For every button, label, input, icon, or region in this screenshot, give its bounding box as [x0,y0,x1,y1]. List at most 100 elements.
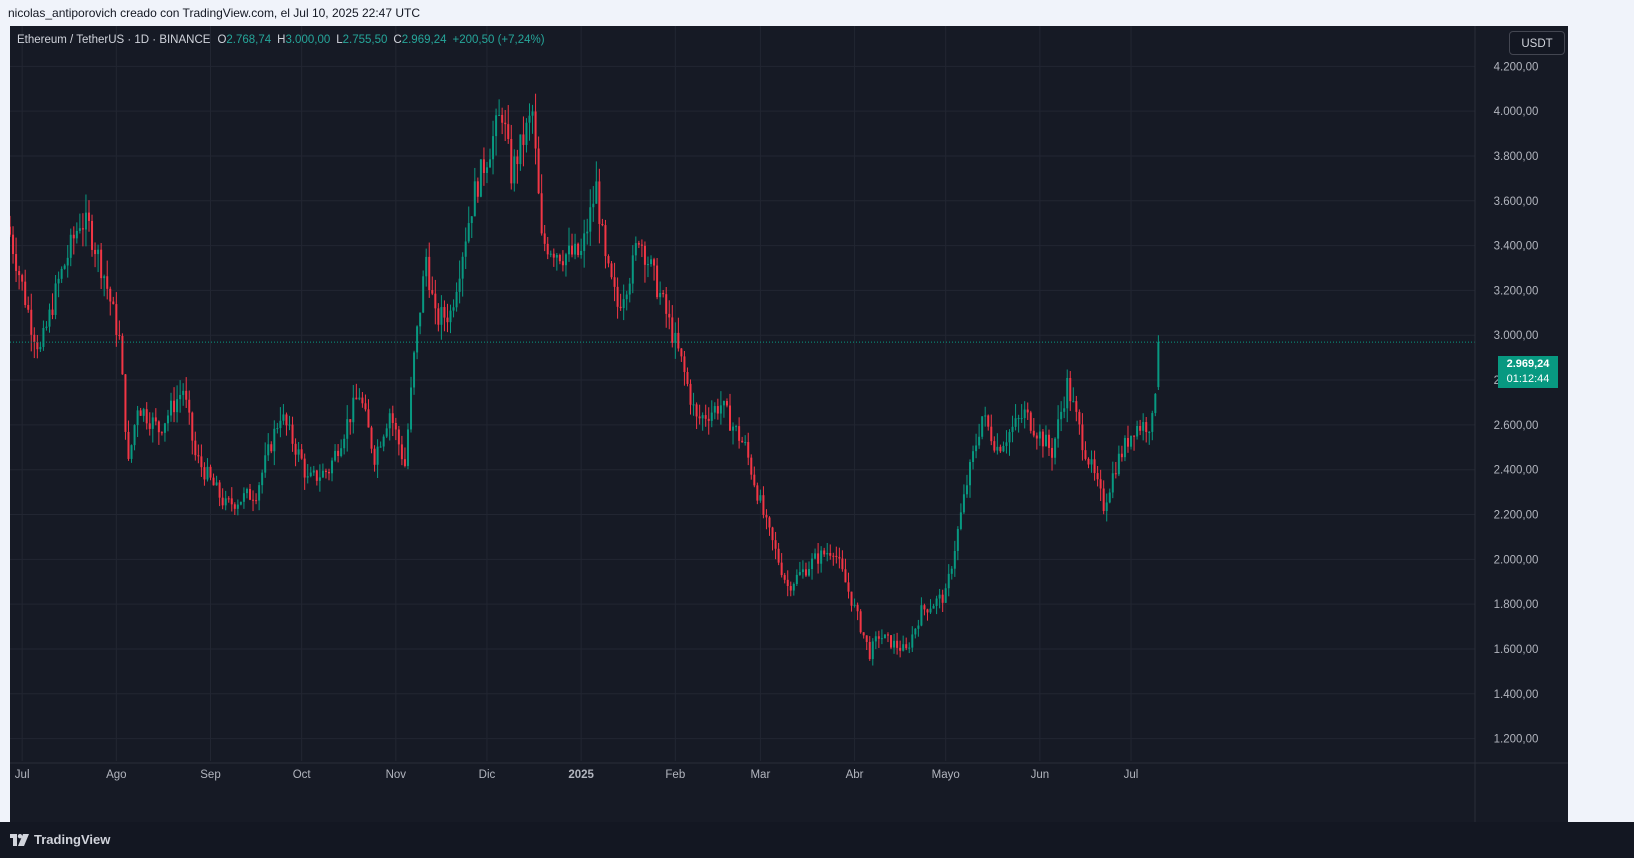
candle-body [601,223,604,226]
time-tick-label: Jul [15,769,30,781]
candle [519,134,522,171]
candle-body [683,356,686,373]
candle [899,640,902,658]
candle [1017,414,1020,433]
symbol-title[interactable]: Ethereum / TetherUS · 1D · BINANCE [17,34,211,46]
candle [549,250,552,258]
candle-body [625,294,628,300]
candle-body [482,159,485,173]
candle-body [1008,432,1011,443]
candle [516,149,519,184]
candle-body [990,426,993,442]
candle [173,387,176,423]
candle [704,404,707,427]
currency-button[interactable]: USDT [1509,31,1565,55]
candle-body [656,265,659,298]
time-axis[interactable]: Jul Ago Sep Oct Nov Dic 2025 Feb Mar Abr Mayo Jun Ju… [10,762,1568,781]
candle [643,241,646,283]
candle-body [1090,459,1093,465]
candle [628,277,631,303]
candle [337,444,340,463]
candle-body [206,466,209,480]
candle-body [838,557,841,559]
candle [987,414,990,431]
candle-body [777,548,780,563]
candle [75,222,78,244]
candle [264,442,267,478]
candlestick-chart[interactable]: 1.200,00 1.400,00 1.600,00 1.800,00 2.000,00… [10,26,1568,822]
candle-body [1072,401,1075,403]
candle [1035,432,1038,450]
candle [97,244,100,273]
candle [1014,404,1017,431]
candle-body [893,640,896,648]
price-axis[interactable]: 1.200,00 1.400,00 1.600,00 1.800,00 2.000,00… [1474,26,1538,822]
candle [768,516,771,536]
candle-body [969,462,972,486]
candle [227,496,230,503]
candle-body [473,181,476,217]
candle [33,327,36,359]
candle [534,93,537,165]
candle-body [874,636,877,642]
candle-body [722,400,725,406]
candle [707,407,710,435]
candle [273,420,276,466]
candle [814,548,817,560]
candle-body [1084,450,1087,459]
candle-body [1002,445,1005,452]
candle-body [729,405,732,431]
candle [1096,466,1099,487]
chart-panel[interactable]: 1.200,00 1.400,00 1.600,00 1.800,00 2.000,00… [10,26,1568,822]
candle-body [698,416,701,419]
candle-body [443,307,446,318]
candle [969,459,972,498]
candle-body [185,390,188,400]
candle [413,350,416,395]
candle [595,161,598,204]
candle-body [567,245,570,255]
candle-body [352,397,355,423]
candle-body [677,332,680,349]
candle [619,293,622,311]
candle [1051,438,1054,471]
candle-body [1081,424,1084,451]
candle [391,405,394,437]
candle-body [133,425,136,446]
candle-body [1032,430,1035,436]
candle-body [264,455,267,473]
candle [999,444,1002,453]
time-tick-label: Sep [200,769,220,781]
candle [744,435,747,446]
candle [440,295,443,340]
candle [501,107,504,135]
candle [965,474,968,498]
tradingview-logo[interactable]: TradingView [10,832,110,847]
candle-body [346,419,349,439]
candle [990,414,993,446]
candle [659,281,662,305]
candle-body [774,540,777,549]
candle-body [1154,393,1157,414]
candle-body [130,445,133,459]
candle-body [1099,479,1102,489]
candle [470,216,473,239]
candle [789,581,792,597]
candle-body [525,122,528,145]
candle-body [1139,425,1142,431]
candle [242,487,245,509]
candle-body [741,440,744,443]
candle [160,431,163,436]
candle [276,422,279,434]
candle-body [513,156,516,184]
candle-body [197,455,200,457]
candle [665,286,668,328]
candle-body [710,412,713,421]
candle-body [674,332,677,343]
symbol-legend[interactable]: Ethereum / TetherUS · 1D · BINANCE O 2.7… [17,34,545,46]
candle [54,275,57,320]
candle [467,206,470,244]
candle [69,228,72,267]
candle-body [233,504,236,509]
candle-body [646,264,649,266]
